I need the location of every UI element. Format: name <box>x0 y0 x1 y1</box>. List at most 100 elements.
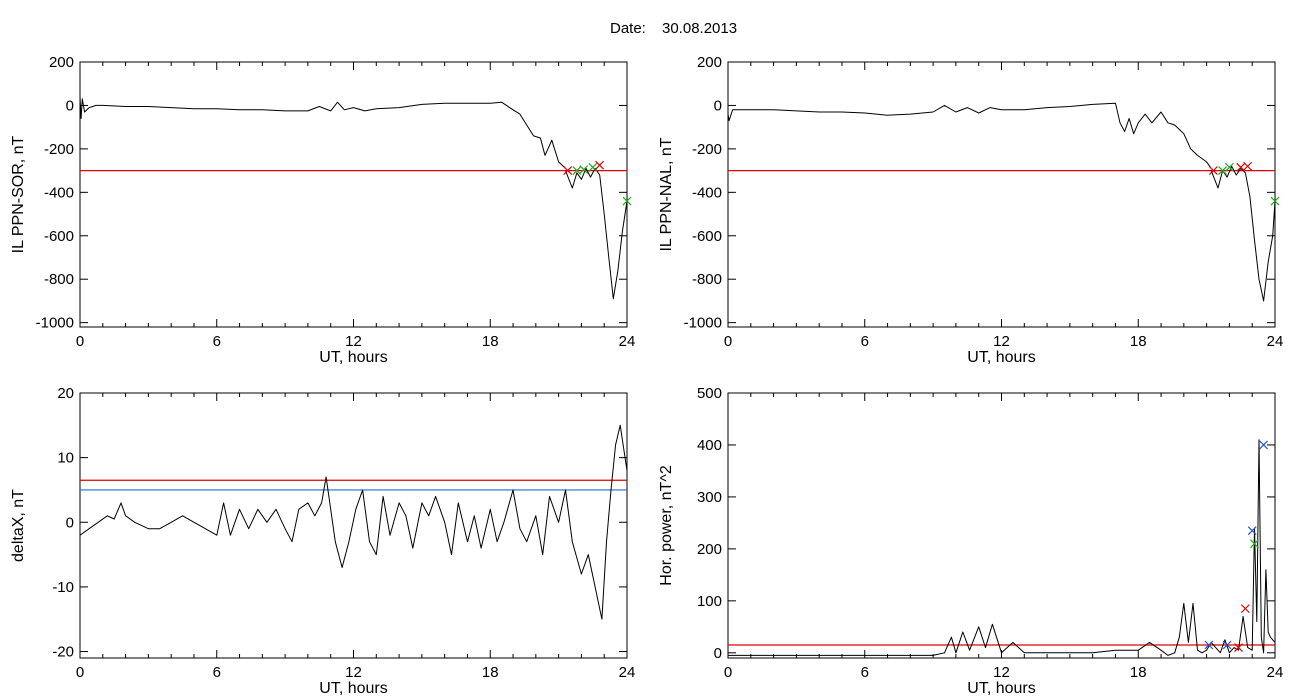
y-tick-label: 400 <box>697 437 722 454</box>
marker-stroke <box>563 166 573 176</box>
y-tick-label: 200 <box>697 54 722 71</box>
event-marker-red <box>1209 166 1218 176</box>
x-tick-label: 12 <box>345 664 362 681</box>
marker-stroke <box>1209 166 1218 176</box>
event-marker-blue <box>1259 440 1269 450</box>
plot-area <box>80 96 627 300</box>
x-tick-label: 0 <box>724 333 732 350</box>
marker-stroke <box>1236 162 1246 172</box>
figure-title-date: 30.08.2013 <box>662 20 737 37</box>
marker-stroke <box>622 196 632 206</box>
y-axis-label: IL PPN-NAL, nT <box>658 137 675 251</box>
event-marker-red <box>563 166 573 176</box>
series-line-1 <box>80 424 627 620</box>
marker-stroke <box>1204 640 1214 650</box>
marker-stroke <box>588 162 598 172</box>
y-tick-label: -10 <box>52 579 74 596</box>
marker-stroke <box>1222 640 1232 650</box>
y-tick-label: -400 <box>44 184 74 201</box>
y-axis-label: Hor. power, nT^2 <box>658 465 675 586</box>
series-line-1 <box>728 439 1275 656</box>
event-marker-green <box>1270 196 1280 206</box>
y-axis-label: IL PPN-SOR, nT <box>10 135 27 253</box>
y-tick-label: 100 <box>697 593 722 610</box>
series-line-2 <box>565 167 627 300</box>
y-tick-label: 0 <box>66 514 74 531</box>
x-tick-label: 6 <box>213 664 221 681</box>
panel-4: 0 6 12 18 24 500 400 300 200 100 0 UT, hours Hor. po… <box>658 385 1283 697</box>
x-tick-label: 0 <box>724 664 732 681</box>
series-line-1 <box>728 102 1212 169</box>
y-tick-label: -600 <box>692 228 722 245</box>
x-tick-label: 24 <box>619 333 636 350</box>
y-tick-label: 0 <box>714 645 722 662</box>
x-tick-label: 12 <box>993 664 1010 681</box>
marker-stroke <box>572 166 582 176</box>
figure-title-label: Date: <box>610 20 646 37</box>
x-tick-label: 12 <box>993 333 1010 350</box>
y-tick-label: 300 <box>697 489 722 506</box>
y-axis-label: deltaX, nT <box>10 489 27 562</box>
x-axis-label: UT, hours <box>319 349 387 366</box>
y-tick-label: -200 <box>692 141 722 158</box>
marker-stroke <box>1234 643 1243 653</box>
panel-2: 0 6 12 18 24 200 0 -200 -400 -600 -800 -1000 UT, hou… <box>658 54 1283 366</box>
x-tick-label: 6 <box>861 664 869 681</box>
marker-stroke <box>1243 161 1253 171</box>
y-tick-label: 0 <box>66 97 74 114</box>
y-tick-label: -20 <box>52 644 74 661</box>
plot-frame <box>727 392 1276 659</box>
y-tick-label: -800 <box>692 271 722 288</box>
event-marker-blue <box>1222 640 1232 650</box>
y-tick-label: 200 <box>49 54 74 71</box>
x-axis-label: UT, hours <box>967 349 1035 366</box>
event-marker-green <box>622 196 632 206</box>
event-marker-green <box>588 162 598 172</box>
y-tick-label: -1000 <box>684 315 722 332</box>
x-axis-label: UT, hours <box>319 680 387 697</box>
event-marker-green <box>1218 166 1228 176</box>
event-marker-red <box>1243 161 1253 171</box>
y-tick-label: 0 <box>714 97 722 114</box>
x-axis-label: UT, hours <box>967 680 1035 697</box>
y-tick-label: -200 <box>44 141 74 158</box>
x-tick-label: 6 <box>861 333 869 350</box>
plot-frame <box>727 61 1276 328</box>
x-tick-label: 12 <box>345 333 362 350</box>
event-marker-green <box>579 165 589 174</box>
plot-area <box>728 102 1275 302</box>
y-tick-label: 10 <box>57 450 74 467</box>
plot-frame <box>79 392 628 659</box>
y-tick-label: -800 <box>44 271 74 288</box>
y-tick-label: -400 <box>692 184 722 201</box>
y-tick-label: -600 <box>44 228 74 245</box>
marker-stroke <box>595 160 605 170</box>
x-tick-label: 0 <box>76 333 84 350</box>
x-tick-label: 6 <box>213 333 221 350</box>
marker-stroke <box>1270 196 1280 206</box>
event-marker-blue <box>1204 640 1214 650</box>
marker-stroke <box>1247 526 1257 536</box>
event-marker-blue <box>1247 526 1257 536</box>
marker-stroke <box>1250 539 1259 549</box>
plot-area <box>80 424 627 620</box>
event-marker-red <box>1234 643 1243 653</box>
event-marker-green <box>1224 162 1234 172</box>
marker-stroke <box>1259 440 1269 450</box>
series-line-2 <box>1210 165 1275 302</box>
panel-1: 0 6 12 18 24 200 0 -200 -400 -600 -800 -1000 UT, hou… <box>10 54 635 366</box>
x-tick-label: 18 <box>1130 664 1147 681</box>
x-tick-label: 18 <box>1130 333 1147 350</box>
event-marker-red <box>595 160 605 170</box>
y-tick-label: 20 <box>57 385 74 402</box>
marker-stroke <box>1224 162 1234 172</box>
y-tick-label: -1000 <box>36 315 74 332</box>
x-tick-label: 18 <box>482 664 499 681</box>
event-marker-red <box>1240 604 1250 614</box>
series-line-1 <box>80 96 566 169</box>
panel-3: 0 6 12 18 24 20 10 0 -10 -20 UT, hours deltaX, nT <box>10 385 635 697</box>
plot-frame <box>79 61 628 328</box>
x-tick-label: 24 <box>1267 333 1284 350</box>
